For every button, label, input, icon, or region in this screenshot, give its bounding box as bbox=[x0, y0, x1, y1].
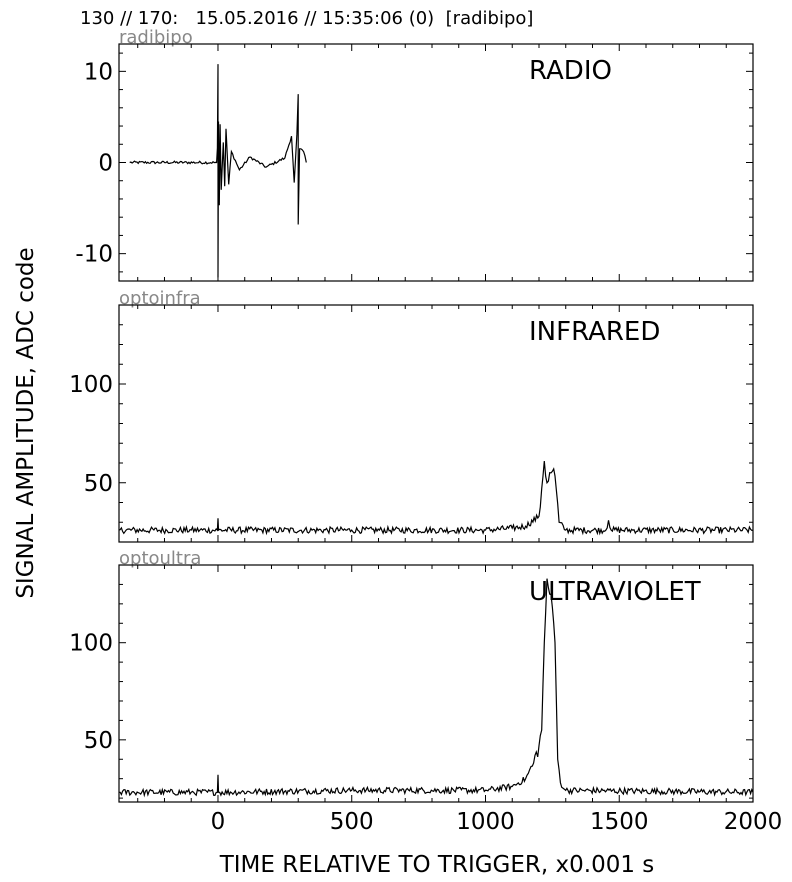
x-tick-label: 0 bbox=[211, 809, 226, 835]
figure-header: 130 // 170: 15.05.2016 // 15:35:06 (0) [… bbox=[80, 8, 534, 29]
channel-name: optoinfra bbox=[119, 288, 201, 309]
panel-title: INFRARED bbox=[529, 317, 660, 347]
panel-optoinfra: optoinfra 50 100 INFRARED bbox=[69, 288, 754, 543]
y-tick-label: -10 bbox=[75, 242, 113, 268]
channel-name: optoultra bbox=[119, 548, 201, 569]
x-tick-label: 2000 bbox=[724, 809, 783, 835]
signal-trace bbox=[119, 460, 753, 536]
panel-frame bbox=[118, 304, 754, 543]
x-tick-label: 500 bbox=[330, 809, 374, 835]
panel-optoultra: optoultra 50 100 ULTRAVIOLET 0 500 1000 1500 200… bbox=[69, 548, 782, 835]
panel-frame bbox=[118, 564, 754, 803]
y-tick-label: 0 bbox=[98, 151, 113, 177]
panel-radibipo: radibipo -10 0 10 RADIO bbox=[75, 27, 754, 282]
signal-trace bbox=[119, 578, 753, 798]
y-tick-label: 100 bbox=[69, 372, 113, 398]
x-tick-label: 1500 bbox=[590, 809, 649, 835]
panel-title: ULTRAVIOLET bbox=[529, 577, 701, 607]
x-tick-label: 1000 bbox=[456, 809, 515, 835]
y-tick-label: 50 bbox=[84, 728, 113, 754]
panel-title: RADIO bbox=[529, 56, 612, 86]
y-axis-label: SIGNAL AMPLITUDE, ADC code bbox=[13, 247, 39, 598]
panel-frame bbox=[118, 43, 754, 282]
channel-name: radibipo bbox=[119, 27, 193, 48]
y-tick-label: 100 bbox=[69, 631, 113, 657]
signal-trace bbox=[129, 64, 307, 278]
panels: radibipo -10 0 10 RADIO optoinfra 50 100 INFRARE… bbox=[69, 27, 782, 835]
y-tick-label: 50 bbox=[84, 471, 113, 497]
x-axis-label: TIME RELATIVE TO TRIGGER, x0.001 s bbox=[219, 852, 655, 878]
y-tick-label: 10 bbox=[84, 59, 113, 85]
